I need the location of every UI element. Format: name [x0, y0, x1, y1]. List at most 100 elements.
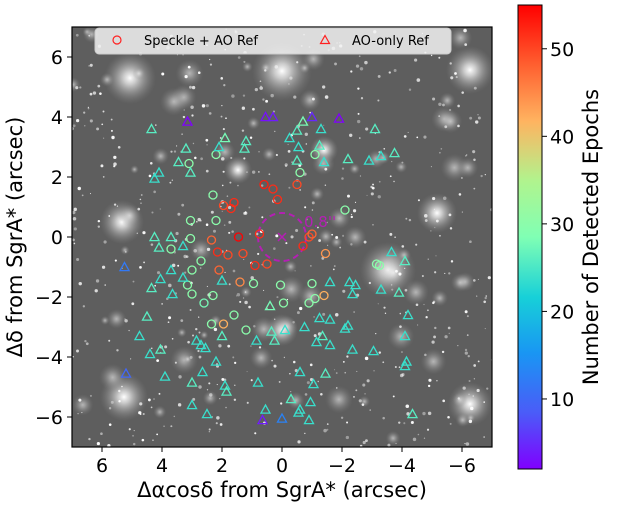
point-speckle-45: [275, 280, 286, 290]
point-speckle-14: [238, 248, 248, 259]
point-ao-only-53: [199, 342, 212, 353]
point-speckle-13: [223, 250, 233, 260]
point-ao-only-67: [346, 343, 359, 354]
point-ao-only-37: [154, 273, 167, 284]
point-speckle-16: [262, 259, 272, 269]
point-ao-only-15: [292, 141, 305, 152]
point-speckle-27: [319, 290, 329, 301]
point-speckle-10: [298, 241, 308, 251]
point-ao-only-58: [279, 324, 291, 335]
x-tick-label-0: 6: [96, 455, 108, 477]
point-ao-only-23: [153, 166, 165, 177]
point-ao-only-63: [339, 322, 351, 333]
y-tick-label-0: 6: [51, 47, 63, 69]
point-ao-only-70: [144, 348, 156, 359]
point-ao-only-66: [324, 313, 336, 324]
point-ao-only-78: [294, 366, 306, 377]
point-speckle-20: [211, 215, 221, 226]
point-ao-only-80: [319, 367, 332, 378]
point-ao-only-41: [324, 276, 336, 287]
legend-label-ao-only: AO-only Ref: [352, 34, 429, 49]
point-ao-only-7: [369, 123, 381, 134]
point-ao-only-56: [250, 334, 263, 345]
point-speckle-8: [304, 232, 314, 242]
point-ao-only-4: [297, 115, 309, 126]
point-ao-only-95: [406, 408, 419, 419]
point-speckle-19: [235, 277, 245, 287]
y-axis-label: Δδ from SgrA* (arcsec): [3, 117, 27, 358]
x-tick-label-2: 2: [216, 455, 228, 477]
point-ao-only-42: [343, 276, 356, 287]
point-ao-only-65: [313, 312, 326, 323]
point-ao-only-92: [303, 414, 315, 425]
y-tick-label-2: 2: [51, 167, 63, 189]
point-ao-only-68: [264, 300, 276, 311]
point-speckle-12: [212, 247, 223, 257]
annotation-circle: [257, 212, 307, 262]
point-speckle-30: [278, 298, 289, 308]
point-speckle-44: [241, 325, 251, 335]
point-speckle-48: [185, 215, 196, 226]
point-ao-only-26: [318, 156, 330, 167]
point-ao-only-32: [385, 246, 398, 257]
point-ao-only-16: [313, 139, 326, 150]
point-speckle-23: [295, 167, 305, 178]
y-axis: 6 4 2 0 −2 −4 −6: [35, 47, 72, 429]
point-speckle-26: [374, 260, 385, 271]
point-speckle-1: [233, 232, 244, 242]
colorbar-tick-label-2: 30: [550, 214, 574, 236]
point-speckle-38: [187, 289, 197, 299]
point-ao-only-1: [267, 111, 279, 122]
point-ao-only-61: [324, 339, 336, 350]
y-tick-label-1: 4: [51, 107, 63, 129]
legend: Speckle + AO Ref AO-only Ref: [94, 27, 452, 55]
point-ao-only-91: [285, 393, 297, 404]
point-ao-only-34: [118, 261, 131, 272]
point-ao-only-12: [240, 135, 252, 146]
colorbar-tick-label-4: 50: [550, 39, 574, 61]
colorbar-tick-label-3: 40: [550, 126, 574, 148]
point-ao-only-27: [148, 172, 161, 183]
point-ao-only-10: [219, 132, 231, 143]
point-ao-only-31: [153, 241, 165, 252]
point-speckle-39: [208, 290, 218, 301]
annotation-label: 0.8'': [304, 213, 336, 231]
sgra-center-marker: [277, 232, 287, 242]
point-speckle-41: [307, 278, 317, 289]
point-ao-only-51: [216, 330, 228, 341]
point-ao-only-18: [172, 156, 185, 167]
point-ao-only-59: [298, 321, 311, 332]
point-ao-only-13: [180, 142, 192, 153]
point-speckle-7: [229, 197, 239, 208]
x-axis: 6 4 2 0 −2 −4 −6: [96, 447, 476, 477]
point-ao-only-17: [213, 141, 225, 152]
point-ao-only-85: [201, 408, 213, 419]
point-speckle-15: [214, 265, 224, 275]
y-tick-label-6: −6: [35, 407, 63, 429]
x-axis-label: Δαcosδ from SgrA* (arcsec): [137, 478, 427, 502]
point-ao-only-55: [265, 325, 278, 336]
point-ao-only-50: [399, 330, 411, 341]
point-ao-only-49: [402, 309, 414, 320]
point-ao-only-33: [399, 255, 411, 266]
point-ao-only-81: [367, 345, 380, 356]
x-tick-label-3: 0: [276, 455, 288, 477]
point-ao-only-48: [133, 330, 146, 341]
point-speckle-6: [218, 200, 229, 211]
point-speckle-36: [166, 244, 176, 254]
point-ao-only-28: [148, 231, 161, 242]
point-ao-only-71: [159, 370, 171, 381]
y-tick-label-4: −2: [35, 287, 63, 309]
point-ao-only-64: [342, 319, 354, 330]
colorbar-tick-label-1: 20: [550, 301, 574, 323]
point-ao-only-45: [375, 283, 387, 294]
colorbar: 10 20 30 40 50 Number of Detected Epochs: [517, 4, 603, 470]
point-ao-only-84: [186, 399, 198, 410]
point-ao-only-36: [177, 271, 189, 282]
point-speckle-47: [184, 158, 194, 169]
colorbar-label: Number of Detected Epochs: [579, 89, 603, 385]
point-speckle-32: [199, 298, 209, 308]
point-ao-only-69: [154, 343, 167, 354]
point-ao-only-93: [220, 385, 233, 396]
point-speckle-11: [320, 248, 331, 259]
